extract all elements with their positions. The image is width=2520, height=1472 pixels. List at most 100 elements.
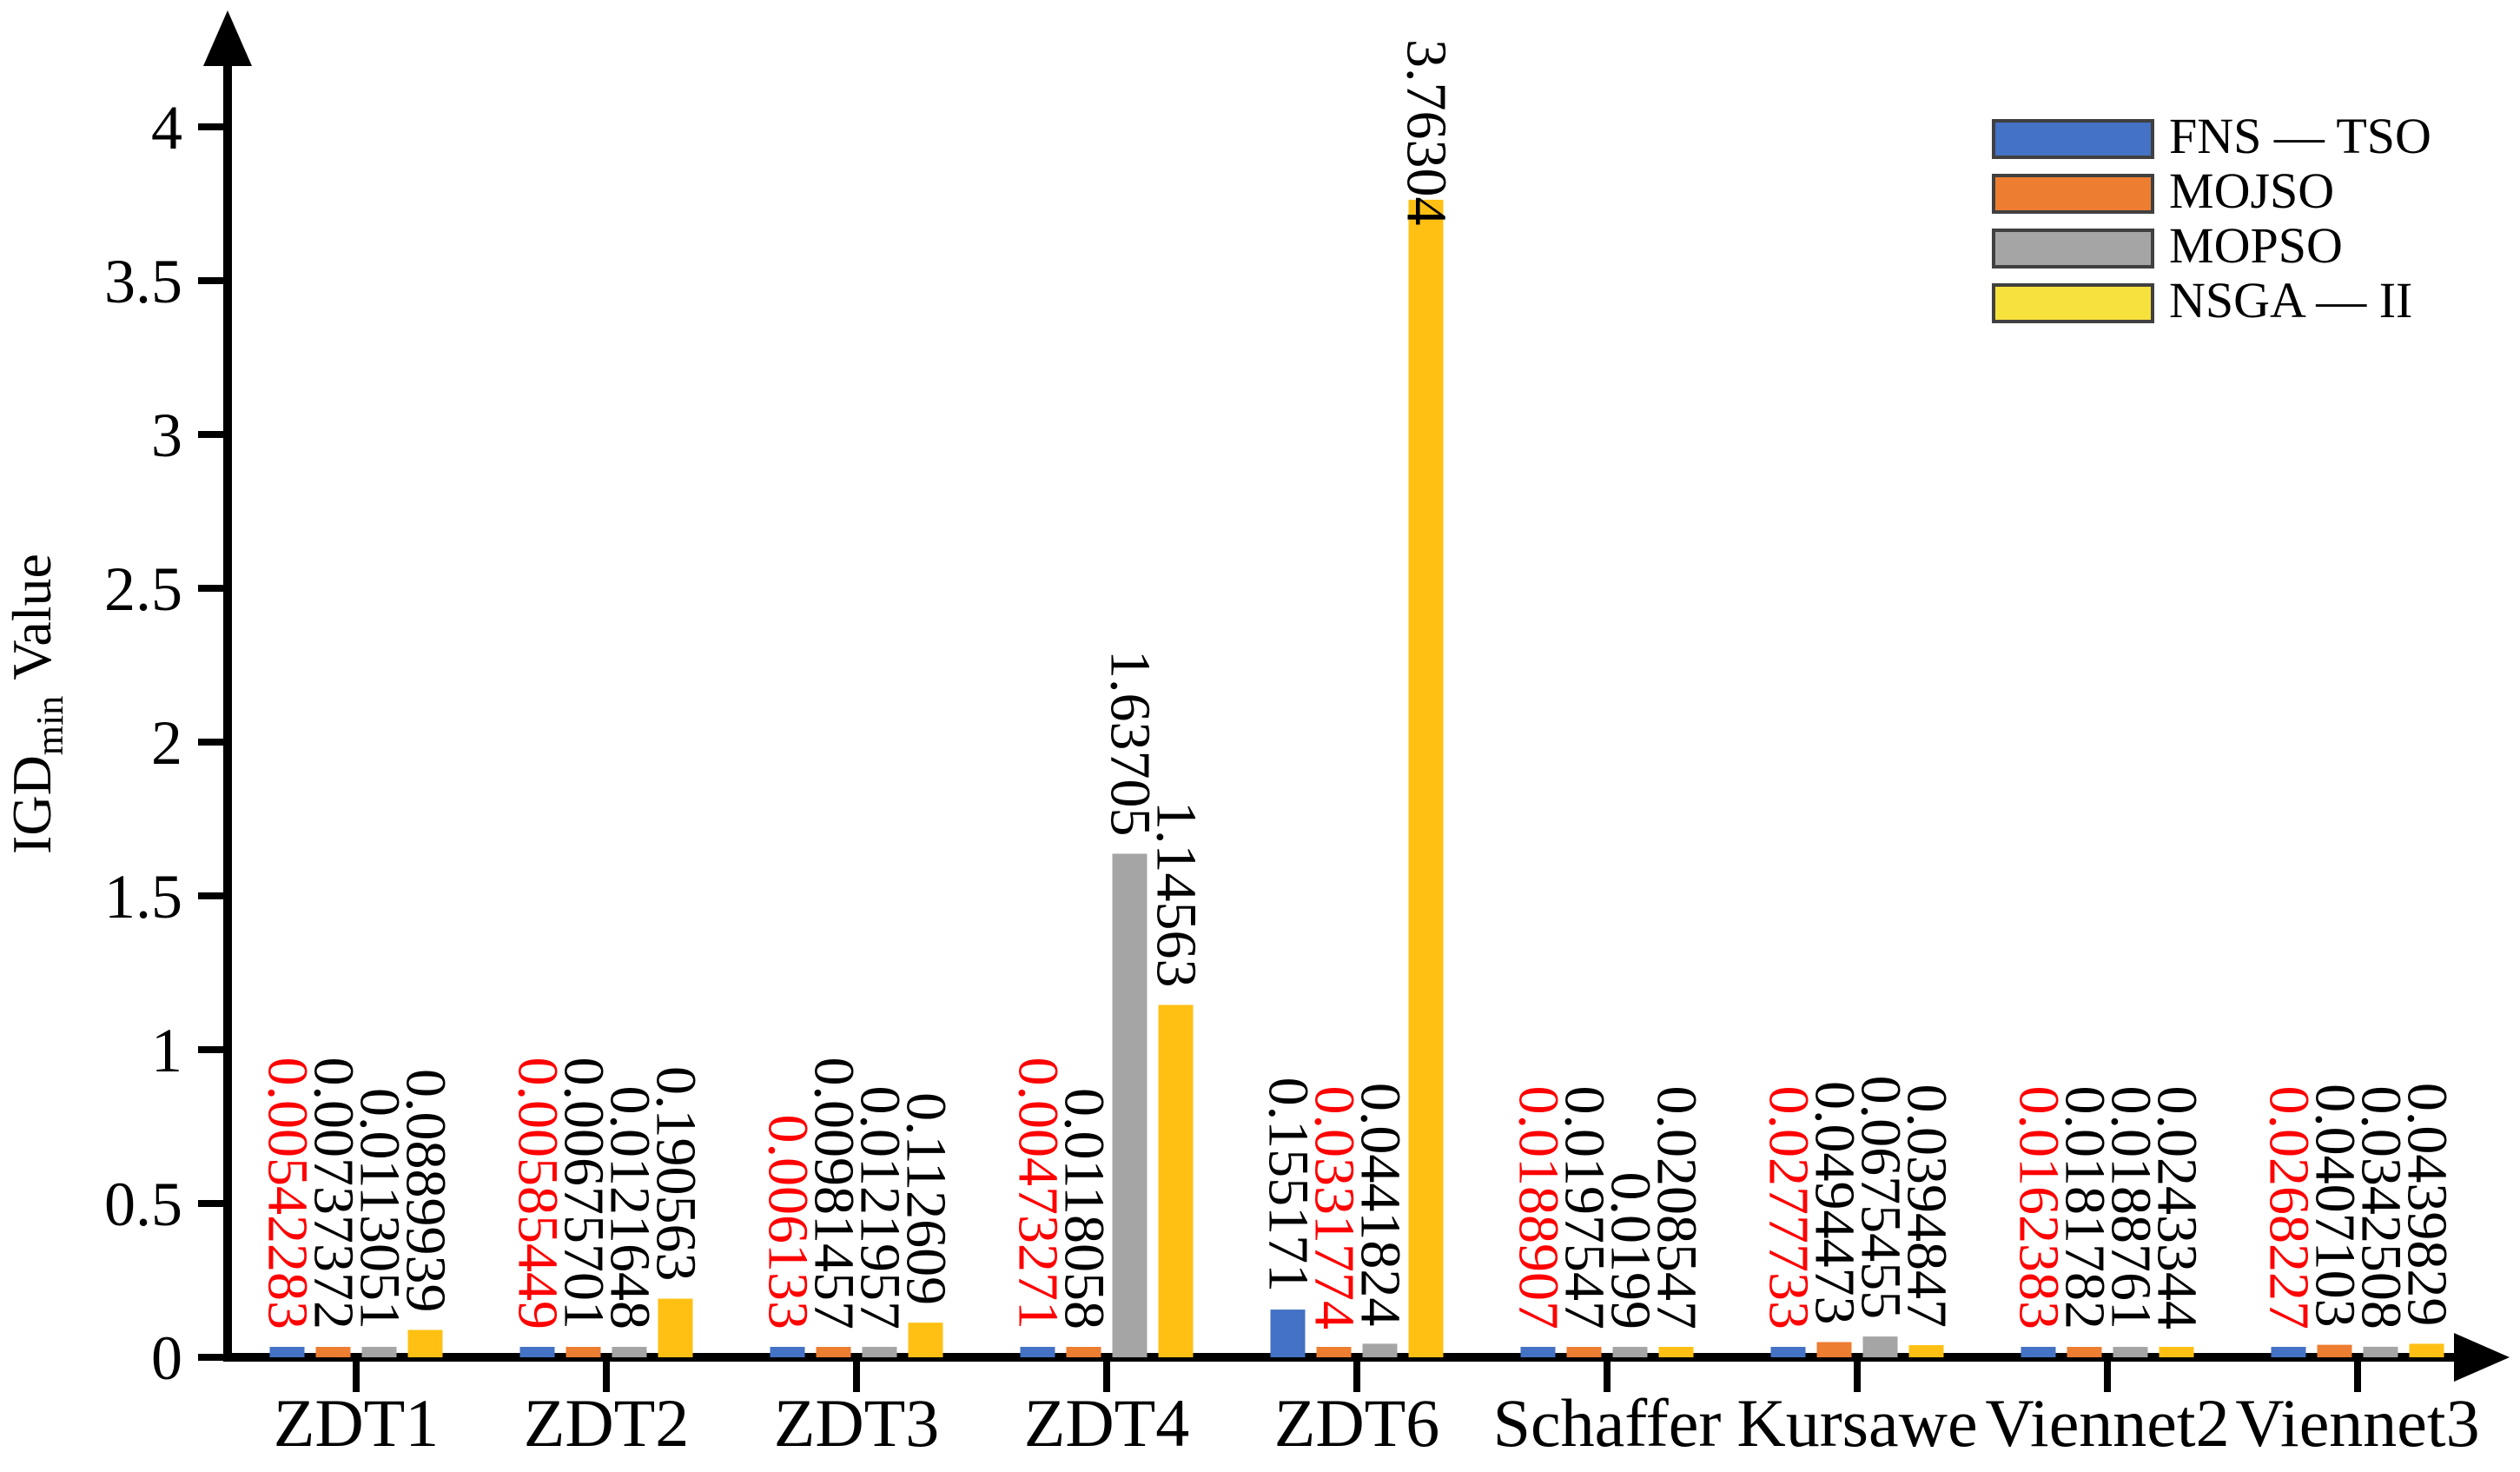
bar-fns-tso-viennet2 bbox=[2021, 1347, 2056, 1357]
bar-fns-tso-zdt2 bbox=[519, 1347, 555, 1357]
category-label-zdt4: ZDT4 bbox=[1024, 1385, 1190, 1461]
x-axis-arrow-icon bbox=[2454, 1333, 2510, 1382]
value-label-nsga-ii-zdt4: 1.14563 bbox=[1145, 801, 1208, 988]
value-label-mopso-zdt6: 0.0441824 bbox=[1349, 1083, 1412, 1327]
value-label-nsga-ii-kursawe: 0.0394847 bbox=[1895, 1084, 1959, 1329]
value-label-mojso-zdt1: 0.00737372 bbox=[302, 1058, 366, 1330]
y-axis-title: IGDminValue bbox=[1, 554, 71, 854]
bar-mopso-viennet3 bbox=[2363, 1346, 2398, 1357]
category-label-zdt2: ZDT2 bbox=[524, 1385, 690, 1461]
bar-fns-tso-zdt1 bbox=[269, 1347, 305, 1357]
value-label-fns-tso-viennet2: 0.0162383 bbox=[2007, 1086, 2071, 1330]
legend-label-fns-tso: FNS — TSO bbox=[2169, 108, 2431, 164]
value-label-mojso-viennet3: 0.0407103 bbox=[2304, 1084, 2367, 1328]
value-label-nsga-ii-zdt2: 0.190563 bbox=[645, 1066, 708, 1282]
value-label-nsga-ii-zdt1: 0.0889939 bbox=[394, 1069, 458, 1313]
value-label-fns-tso-zdt6: 0.155171 bbox=[1257, 1077, 1320, 1293]
category-label-zdt1: ZDT1 bbox=[274, 1385, 440, 1461]
bar-nsga-ii-zdt6 bbox=[1408, 199, 1444, 1358]
bar-nsga-ii-viennet2 bbox=[2159, 1347, 2194, 1357]
bar-nsga-ii-zdt3 bbox=[908, 1323, 943, 1357]
bar-mopso-zdt1 bbox=[361, 1347, 397, 1357]
value-label-nsga-ii-viennet3: 0.0439829 bbox=[2396, 1083, 2459, 1327]
value-label-mojso-zdt3: 0.00981457 bbox=[803, 1058, 866, 1330]
y-axis-arrow-icon bbox=[203, 10, 252, 66]
y-tick-label: 2.5 bbox=[104, 554, 182, 624]
bar-mojso-viennet3 bbox=[2317, 1344, 2352, 1357]
bar-fns-tso-zdt6 bbox=[1270, 1310, 1306, 1357]
value-label-mopso-viennet2: 0.0188761 bbox=[2100, 1086, 2163, 1330]
y-tick-label: 4 bbox=[151, 93, 182, 162]
bar-mopso-kursawe bbox=[1862, 1336, 1898, 1357]
category-label-viennet2: Viennet2 bbox=[1985, 1385, 2229, 1461]
bar-mopso-zdt6 bbox=[1362, 1343, 1398, 1357]
value-label-nsga-ii-schaffer: 0.0208547 bbox=[1645, 1086, 1709, 1330]
value-label-mojso-zdt6: 0.0331774 bbox=[1303, 1086, 1366, 1330]
category-label-viennet3: Viennet3 bbox=[2235, 1385, 2479, 1461]
bar-fns-tso-kursawe bbox=[1770, 1347, 1806, 1357]
value-label-fns-tso-kursawe: 0.0277733 bbox=[1757, 1086, 1821, 1330]
legend-swatch-mopso bbox=[1992, 229, 2154, 269]
value-label-mojso-kursawe: 0.0494473 bbox=[1803, 1081, 1867, 1325]
legend-swatch-fns-tso bbox=[1992, 119, 2154, 159]
bar-mopso-zdt4 bbox=[1112, 853, 1148, 1357]
value-label-mojso-zdt2: 0.00675701 bbox=[552, 1058, 616, 1330]
value-label-nsga-ii-viennet2: 0.0243344 bbox=[2146, 1086, 2209, 1330]
bar-fns-tso-viennet3 bbox=[2271, 1347, 2306, 1357]
value-label-fns-tso-zdt2: 0.00585449 bbox=[506, 1058, 570, 1330]
y-tick-label: 3 bbox=[151, 401, 182, 470]
category-label-kursawe: Kursawe bbox=[1736, 1385, 1977, 1461]
y-tick-label: 0 bbox=[151, 1323, 182, 1393]
legend-swatch-mojso bbox=[1992, 174, 2154, 214]
value-label-fns-tso-schaffer: 0.0188907 bbox=[1507, 1086, 1571, 1330]
value-label-mojso-schaffer: 0.0197547 bbox=[1553, 1086, 1617, 1330]
value-label-fns-tso-zdt3: 0.006133 bbox=[757, 1115, 820, 1330]
bar-mojso-schaffer bbox=[1566, 1347, 1602, 1357]
y-tick-label: 2 bbox=[151, 708, 182, 778]
legend-label-nsga-ii: NSGA — II bbox=[2169, 272, 2412, 328]
bar-mojso-zdt1 bbox=[315, 1347, 351, 1357]
value-label-mojso-viennet2: 0.0181782 bbox=[2054, 1086, 2117, 1330]
bar-fns-tso-schaffer bbox=[1520, 1347, 1556, 1357]
category-label-schaffer: Schaffer bbox=[1493, 1385, 1722, 1461]
value-label-mopso-kursawe: 0.0675455 bbox=[1849, 1076, 1913, 1320]
bar-mojso-zdt2 bbox=[566, 1347, 601, 1357]
bar-mojso-viennet2 bbox=[2067, 1347, 2102, 1357]
bar-mopso-schaffer bbox=[1612, 1347, 1648, 1357]
category-label-zdt3: ZDT3 bbox=[774, 1385, 940, 1461]
bar-nsga-ii-zdt2 bbox=[658, 1298, 693, 1357]
value-label-nsga-ii-zdt3: 0.112609 bbox=[895, 1092, 958, 1305]
bar-nsga-ii-schaffer bbox=[1658, 1347, 1694, 1357]
value-label-mopso-viennet3: 0.0342508 bbox=[2350, 1085, 2413, 1329]
bar-nsga-ii-zdt1 bbox=[407, 1329, 443, 1357]
value-label-mopso-zdt2: 0.0121648 bbox=[599, 1086, 662, 1330]
bar-mojso-zdt3 bbox=[816, 1347, 851, 1357]
value-label-mojso-zdt4: 0.0118058 bbox=[1053, 1088, 1116, 1329]
y-tick-label: 0.5 bbox=[104, 1170, 182, 1239]
value-label-mopso-zdt4: 1.63705 bbox=[1099, 650, 1162, 837]
bar-nsga-ii-zdt4 bbox=[1158, 1005, 1194, 1357]
legend-label-mojso: MOJSO bbox=[2169, 162, 2334, 219]
category-label-zdt6: ZDT6 bbox=[1274, 1385, 1440, 1461]
legend-label-mopso: MOPSO bbox=[2169, 217, 2343, 274]
value-label-fns-tso-zdt4: 0.00473271 bbox=[1007, 1058, 1070, 1330]
bar-mojso-zdt4 bbox=[1066, 1347, 1101, 1357]
value-label-mopso-zdt3: 0.0121957 bbox=[849, 1086, 912, 1330]
bar-mopso-zdt2 bbox=[612, 1347, 647, 1357]
bar-mopso-zdt3 bbox=[862, 1347, 897, 1357]
value-label-fns-tso-zdt1: 0.00542283 bbox=[256, 1058, 320, 1330]
y-tick-label: 1 bbox=[151, 1016, 182, 1085]
bar-fns-tso-zdt4 bbox=[1020, 1347, 1055, 1357]
bar-nsga-ii-kursawe bbox=[1908, 1345, 1944, 1357]
legend-swatch-nsga-ii bbox=[1992, 283, 2154, 323]
bar-mopso-viennet2 bbox=[2113, 1347, 2148, 1357]
bar-mojso-kursawe bbox=[1816, 1342, 1852, 1357]
value-label-fns-tso-viennet3: 0.0268227 bbox=[2258, 1086, 2321, 1330]
bar-fns-tso-zdt3 bbox=[770, 1347, 805, 1357]
bar-nsga-ii-viennet3 bbox=[2409, 1343, 2444, 1357]
value-label-mopso-zdt1: 0.0113051 bbox=[348, 1088, 412, 1329]
y-tick-label: 3.5 bbox=[104, 247, 182, 316]
y-tick-label: 1.5 bbox=[104, 862, 182, 932]
